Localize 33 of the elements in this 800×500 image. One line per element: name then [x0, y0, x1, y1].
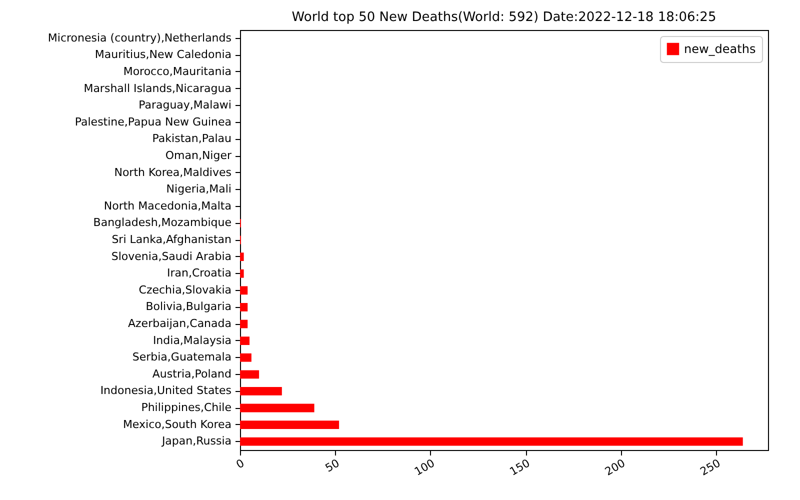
y-tick-label: North Korea,Maldives	[114, 166, 232, 179]
y-tick-label: Mexico,South Korea	[122, 418, 232, 431]
y-tick-label: Palestine,Papua New Guinea	[74, 115, 232, 128]
y-tick-label: Serbia,Guatemala	[132, 350, 232, 364]
y-tick-label: Austria,Poland	[152, 367, 232, 380]
y-tick-label: India,Malaysia	[152, 334, 232, 347]
y-tick-label: Pakistan,Palau	[152, 132, 232, 146]
y-tick-label: Iran,Croatia	[166, 266, 232, 280]
x-tick-label: 200	[602, 456, 628, 478]
y-tick-label: North Macedonia,Malta	[104, 199, 232, 212]
y-tick-label: Czechia,Slovakia	[138, 283, 232, 296]
y-tick-label: Indonesia,United States	[100, 384, 232, 398]
y-tick-label: Micronesia (country),Netherlands	[48, 31, 232, 44]
x-tick-label: 50	[323, 456, 342, 475]
y-tick-label: Bangladesh,Mozambique	[93, 216, 232, 230]
x-tick-label: 0	[234, 456, 246, 472]
y-tick-label: Morocco,Mauritania	[123, 65, 232, 78]
y-tick-label: Paraguay,Malawi	[138, 98, 232, 112]
y-tick-label: Nigeria,Mali	[166, 182, 232, 196]
y-tick-label: Philippines,Chile	[141, 401, 232, 414]
y-tick-label: Bolivia,Bulgaria	[146, 300, 232, 314]
legend-label: new_deaths	[684, 42, 756, 56]
y-tick-label: Slovenia,Saudi Arabia	[111, 250, 232, 263]
x-tick-label: 250	[698, 456, 723, 478]
x-tick-label: 100	[412, 456, 437, 478]
y-tick-label: Azerbaijan,Canada	[128, 317, 232, 330]
y-tick-label: Mauritius,New Caledonia	[94, 48, 232, 62]
y-tick-label: Sri Lanka,Afghanistan	[112, 233, 232, 246]
y-tick-label: Japan,Russia	[160, 434, 232, 448]
y-tick-label: Oman,Niger	[165, 149, 232, 162]
chart-title: World top 50 New Deaths(World: 592) Date:2022-12-18 18:06:25	[292, 10, 716, 25]
y-tick-label: Marshall Islands,Nicaragua	[84, 82, 232, 95]
x-tick-label: 150	[508, 456, 532, 478]
